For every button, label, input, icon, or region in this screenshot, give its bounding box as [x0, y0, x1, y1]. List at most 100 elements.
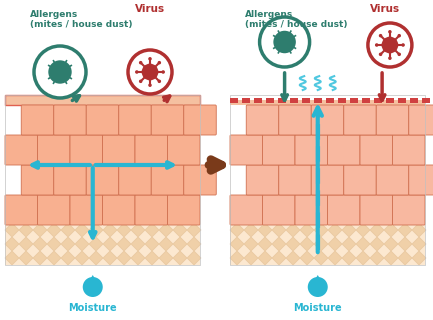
- Polygon shape: [19, 223, 33, 237]
- Polygon shape: [314, 223, 328, 237]
- FancyBboxPatch shape: [135, 135, 168, 165]
- Circle shape: [308, 277, 328, 297]
- Circle shape: [397, 52, 401, 56]
- Polygon shape: [356, 237, 370, 251]
- Circle shape: [139, 80, 142, 83]
- Bar: [242, 98, 250, 103]
- Polygon shape: [89, 237, 103, 251]
- Bar: [278, 98, 286, 103]
- Polygon shape: [173, 251, 187, 265]
- Polygon shape: [103, 237, 117, 251]
- Bar: [230, 98, 238, 103]
- Polygon shape: [117, 223, 131, 237]
- Circle shape: [388, 56, 392, 60]
- FancyBboxPatch shape: [392, 135, 425, 165]
- FancyBboxPatch shape: [311, 105, 344, 135]
- FancyBboxPatch shape: [103, 135, 135, 165]
- Polygon shape: [272, 237, 286, 251]
- FancyBboxPatch shape: [230, 195, 262, 225]
- Polygon shape: [286, 237, 300, 251]
- Polygon shape: [173, 223, 187, 237]
- FancyBboxPatch shape: [151, 165, 184, 195]
- Circle shape: [83, 277, 103, 297]
- Circle shape: [273, 31, 296, 53]
- Polygon shape: [328, 237, 342, 251]
- Polygon shape: [230, 223, 244, 237]
- FancyBboxPatch shape: [409, 165, 433, 195]
- FancyBboxPatch shape: [344, 105, 376, 135]
- Circle shape: [381, 37, 398, 53]
- FancyBboxPatch shape: [119, 165, 151, 195]
- Polygon shape: [131, 251, 145, 265]
- Circle shape: [148, 84, 152, 87]
- Polygon shape: [19, 237, 33, 251]
- Polygon shape: [370, 251, 384, 265]
- Bar: [422, 98, 430, 103]
- Polygon shape: [187, 237, 201, 251]
- FancyBboxPatch shape: [38, 135, 70, 165]
- Polygon shape: [258, 223, 272, 237]
- Polygon shape: [47, 223, 61, 237]
- FancyBboxPatch shape: [86, 165, 119, 195]
- Polygon shape: [230, 237, 244, 251]
- Bar: [5, 95, 200, 265]
- Polygon shape: [244, 237, 258, 251]
- FancyBboxPatch shape: [184, 105, 216, 135]
- Polygon shape: [5, 251, 19, 265]
- Polygon shape: [300, 223, 314, 237]
- Polygon shape: [75, 223, 89, 237]
- FancyBboxPatch shape: [184, 165, 216, 195]
- Polygon shape: [89, 251, 103, 265]
- Circle shape: [135, 70, 139, 74]
- Bar: [362, 98, 370, 103]
- Circle shape: [142, 64, 158, 80]
- Bar: [230, 100, 425, 105]
- Bar: [410, 98, 418, 103]
- Polygon shape: [328, 251, 342, 265]
- Polygon shape: [131, 237, 145, 251]
- Circle shape: [162, 70, 165, 74]
- Polygon shape: [75, 251, 89, 265]
- Circle shape: [388, 30, 392, 34]
- Polygon shape: [61, 251, 75, 265]
- Polygon shape: [117, 237, 131, 251]
- Polygon shape: [244, 223, 258, 237]
- Polygon shape: [312, 275, 324, 285]
- Polygon shape: [103, 251, 117, 265]
- Polygon shape: [300, 237, 314, 251]
- Polygon shape: [412, 237, 426, 251]
- FancyBboxPatch shape: [54, 165, 86, 195]
- Bar: [230, 95, 425, 265]
- Circle shape: [397, 34, 401, 37]
- Circle shape: [158, 61, 161, 64]
- Polygon shape: [159, 237, 173, 251]
- Polygon shape: [314, 237, 328, 251]
- Bar: [350, 98, 358, 103]
- Circle shape: [48, 60, 72, 84]
- Polygon shape: [87, 275, 99, 285]
- Text: Allergens
(mites / house dust): Allergens (mites / house dust): [30, 10, 132, 29]
- Polygon shape: [103, 223, 117, 237]
- Polygon shape: [19, 251, 33, 265]
- Circle shape: [368, 23, 412, 67]
- Polygon shape: [33, 251, 47, 265]
- Polygon shape: [47, 237, 61, 251]
- Bar: [302, 98, 310, 103]
- Bar: [326, 98, 334, 103]
- Polygon shape: [384, 223, 398, 237]
- FancyBboxPatch shape: [392, 195, 425, 225]
- Polygon shape: [61, 237, 75, 251]
- Text: Moisture: Moisture: [294, 303, 342, 313]
- Bar: [314, 98, 322, 103]
- FancyBboxPatch shape: [5, 195, 38, 225]
- Polygon shape: [5, 223, 19, 237]
- Text: Moisture: Moisture: [68, 303, 117, 313]
- FancyBboxPatch shape: [38, 195, 70, 225]
- Bar: [338, 98, 346, 103]
- Polygon shape: [286, 251, 300, 265]
- FancyBboxPatch shape: [103, 195, 135, 225]
- FancyBboxPatch shape: [279, 105, 311, 135]
- FancyBboxPatch shape: [279, 165, 311, 195]
- Bar: [374, 98, 382, 103]
- Polygon shape: [187, 251, 201, 265]
